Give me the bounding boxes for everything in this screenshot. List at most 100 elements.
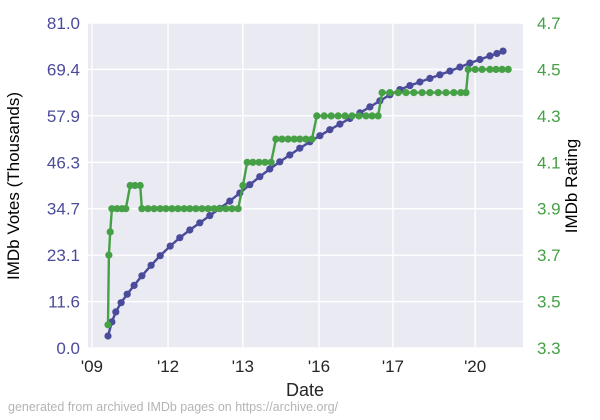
data-point-right xyxy=(410,89,418,97)
data-point-left xyxy=(147,261,155,269)
right-axis-title: IMDb Rating xyxy=(562,138,581,234)
data-point-right xyxy=(434,89,442,97)
data-point-right xyxy=(162,205,170,213)
data-point-right xyxy=(198,205,206,213)
data-point-right xyxy=(210,205,218,213)
data-point-left xyxy=(286,151,294,159)
data-point-right xyxy=(144,205,152,213)
data-point-right xyxy=(418,89,426,97)
right-tick-label: 3.7 xyxy=(537,246,561,265)
data-point-right xyxy=(442,89,450,97)
data-point-left xyxy=(416,78,424,86)
data-point-left xyxy=(104,332,112,340)
data-point-right xyxy=(131,181,139,190)
left-tick-label: 46.3 xyxy=(47,153,80,172)
data-point-left xyxy=(246,181,254,189)
data-point-left xyxy=(196,219,204,227)
data-point-left xyxy=(336,120,344,128)
x-tick-label: '20 xyxy=(464,357,486,376)
data-point-left xyxy=(156,252,164,260)
data-point-right xyxy=(174,205,182,213)
right-tick-label: 4.5 xyxy=(537,60,561,79)
data-point-right xyxy=(457,89,465,97)
left-tick-label: 57.9 xyxy=(47,107,80,126)
plot-background xyxy=(88,23,523,348)
data-point-right xyxy=(402,89,410,97)
data-point-right xyxy=(486,65,494,73)
data-point-right xyxy=(105,251,113,259)
data-point-left xyxy=(226,197,234,205)
data-point-left xyxy=(326,126,334,134)
left-tick-label: 11.6 xyxy=(48,293,80,312)
data-point-right xyxy=(394,89,402,97)
right-tick-label: 3.3 xyxy=(537,339,561,358)
data-point-left xyxy=(366,103,374,111)
data-point-right xyxy=(278,135,286,143)
data-point-right xyxy=(327,112,335,120)
data-point-right xyxy=(426,89,434,97)
data-point-left xyxy=(176,234,184,242)
data-point-right xyxy=(122,205,130,213)
data-point-right xyxy=(138,205,146,213)
data-point-right xyxy=(296,135,304,143)
data-point-right xyxy=(204,205,212,213)
data-point-left xyxy=(486,52,494,60)
data-point-right xyxy=(136,181,144,190)
data-point-left xyxy=(493,49,501,58)
data-point-left xyxy=(476,55,484,64)
data-point-right xyxy=(313,112,321,120)
right-tick-label: 4.1 xyxy=(537,153,561,172)
right-tick-label: 3.5 xyxy=(537,293,561,312)
data-point-left xyxy=(186,226,194,234)
right-tick-label: 3.9 xyxy=(537,200,561,219)
data-point-left xyxy=(426,74,434,82)
data-point-left xyxy=(123,290,131,298)
data-point-left xyxy=(296,144,304,152)
data-point-right xyxy=(464,65,472,73)
data-point-right xyxy=(284,135,292,143)
data-point-right xyxy=(308,135,316,143)
data-point-left xyxy=(206,212,214,220)
data-point-right xyxy=(239,181,247,190)
data-point-right xyxy=(368,112,376,120)
data-point-right xyxy=(334,112,342,120)
data-point-right xyxy=(450,89,458,97)
data-point-left xyxy=(166,242,174,250)
data-point-right xyxy=(272,135,280,143)
data-point-right xyxy=(374,112,382,120)
data-point-left xyxy=(276,158,284,166)
data-point-left xyxy=(406,82,414,90)
data-point-left xyxy=(256,173,264,181)
data-point-right xyxy=(492,65,500,73)
data-point-right xyxy=(341,112,349,120)
data-point-right xyxy=(267,158,275,166)
data-point-right xyxy=(290,135,298,143)
data-point-right xyxy=(228,205,236,213)
x-tick-label: '09 xyxy=(81,357,103,376)
left-tick-label: 0.0 xyxy=(56,339,80,358)
data-point-left xyxy=(466,59,474,67)
data-point-right xyxy=(320,112,328,120)
data-point-left xyxy=(117,299,125,307)
x-tick-label: '16 xyxy=(308,357,330,376)
left-tick-label: 34.7 xyxy=(47,200,80,219)
x-tick-label: '17 xyxy=(382,357,404,376)
data-point-right xyxy=(186,205,194,213)
data-point-left xyxy=(436,71,444,79)
x-tick-label: '13 xyxy=(232,357,254,376)
data-point-left xyxy=(446,67,454,75)
data-point-right xyxy=(498,65,506,73)
left-tick-label: 23.1 xyxy=(47,246,80,265)
data-point-right xyxy=(234,205,242,213)
right-tick-label: 4.7 xyxy=(537,14,561,33)
data-point-right xyxy=(355,112,363,120)
data-point-right xyxy=(362,112,370,120)
data-point-right xyxy=(348,112,356,120)
data-point-right xyxy=(106,228,114,236)
data-point-right xyxy=(150,205,158,213)
x-tick-label: '12 xyxy=(157,357,179,376)
data-point-left xyxy=(499,47,507,55)
data-point-left xyxy=(266,165,274,173)
data-point-right xyxy=(104,321,112,329)
data-point-right xyxy=(471,65,479,73)
